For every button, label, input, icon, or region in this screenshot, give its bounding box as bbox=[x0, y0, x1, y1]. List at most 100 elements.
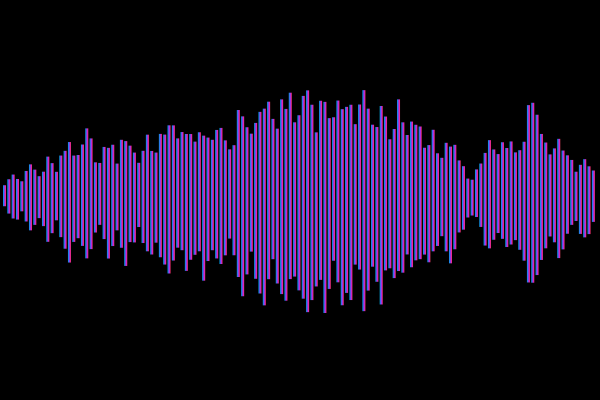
waveform-bar bbox=[119, 139, 123, 248]
waveform-bar bbox=[561, 150, 565, 250]
waveform-bar bbox=[28, 164, 32, 231]
waveform-bar bbox=[20, 181, 24, 212]
waveform-bar bbox=[552, 148, 556, 243]
waveform-bar bbox=[128, 145, 132, 243]
waveform-bar bbox=[332, 117, 336, 261]
waveform-bar bbox=[570, 159, 574, 225]
waveform-bar bbox=[106, 147, 110, 259]
waveform-bar bbox=[388, 139, 392, 269]
waveform-bar bbox=[41, 171, 45, 227]
waveform-bar bbox=[505, 148, 509, 248]
waveform-bar bbox=[470, 179, 474, 216]
waveform-bar bbox=[340, 109, 344, 306]
waveform-bar bbox=[362, 90, 366, 312]
waveform-bar bbox=[461, 166, 465, 230]
waveform-bar bbox=[301, 95, 305, 299]
waveform-bar bbox=[418, 126, 422, 260]
waveform-bar bbox=[496, 154, 500, 233]
waveform-bar bbox=[531, 102, 535, 283]
waveform-bar bbox=[358, 104, 362, 270]
waveform-bar bbox=[557, 138, 561, 259]
waveform-bar bbox=[479, 163, 483, 227]
waveform-bar bbox=[548, 154, 552, 237]
waveform-bar bbox=[306, 90, 310, 313]
waveform-bar bbox=[145, 134, 149, 252]
waveform-bar bbox=[526, 105, 530, 283]
waveform-bar bbox=[193, 141, 197, 255]
waveform-bar bbox=[245, 127, 249, 275]
waveform-bar bbox=[371, 124, 375, 267]
waveform-bar bbox=[440, 157, 444, 237]
waveform-bar bbox=[72, 155, 76, 242]
waveform-bar bbox=[102, 146, 106, 240]
waveform-bar bbox=[574, 171, 578, 221]
waveform-bar bbox=[474, 169, 478, 218]
waveform-bar bbox=[513, 152, 517, 241]
waveform-bar bbox=[405, 134, 409, 255]
waveform-bar bbox=[59, 155, 63, 238]
waveform-bar bbox=[189, 134, 193, 260]
waveform-bar bbox=[271, 118, 275, 260]
waveform-bar bbox=[310, 104, 314, 301]
waveform-bar bbox=[431, 129, 435, 252]
waveform-bar bbox=[93, 162, 97, 233]
waveform-bar bbox=[232, 145, 236, 256]
waveform-bar bbox=[288, 92, 292, 280]
waveform-bar bbox=[3, 185, 6, 207]
waveform-bar bbox=[583, 159, 587, 238]
waveform-bar bbox=[262, 108, 266, 306]
waveform-bar bbox=[522, 141, 526, 261]
waveform-bar bbox=[7, 179, 11, 214]
waveform-bar bbox=[349, 104, 353, 301]
waveform-bar bbox=[483, 152, 487, 246]
waveform-bar bbox=[241, 116, 245, 297]
waveform-bar bbox=[280, 99, 284, 295]
waveform-bar bbox=[379, 106, 383, 305]
waveform-bar bbox=[141, 150, 145, 244]
waveform-bar bbox=[11, 174, 15, 219]
waveform-bar bbox=[80, 144, 84, 246]
waveform-bar bbox=[319, 100, 323, 280]
waveform-bar bbox=[33, 169, 37, 225]
waveform-bar bbox=[366, 108, 370, 291]
waveform-bar bbox=[457, 160, 461, 233]
waveform-bar bbox=[492, 149, 496, 240]
waveform-bar bbox=[154, 152, 158, 243]
waveform-bar bbox=[327, 118, 331, 289]
waveform-bar-group bbox=[3, 90, 595, 314]
waveform-bar bbox=[176, 138, 180, 248]
waveform-bar bbox=[223, 140, 227, 256]
waveform-bar bbox=[444, 142, 448, 252]
waveform-bar bbox=[578, 164, 582, 234]
waveform-bar bbox=[124, 141, 128, 266]
waveform-bar bbox=[500, 142, 504, 239]
waveform-bar bbox=[275, 128, 279, 284]
waveform-bar bbox=[293, 122, 297, 277]
waveform-bar bbox=[202, 135, 206, 281]
waveform-bar bbox=[111, 144, 115, 247]
waveform-bar bbox=[565, 155, 569, 234]
waveform-bar bbox=[215, 129, 219, 259]
waveform-bar bbox=[24, 170, 28, 222]
waveform-bar bbox=[85, 128, 89, 259]
waveform-bar bbox=[587, 166, 591, 235]
waveform-bar bbox=[414, 124, 418, 261]
waveform-bar bbox=[63, 150, 67, 249]
waveform-bar bbox=[98, 162, 102, 225]
waveform-bar bbox=[436, 153, 439, 246]
waveform-bar bbox=[54, 171, 58, 221]
waveform-bar bbox=[487, 140, 491, 249]
waveform-bar bbox=[236, 110, 240, 278]
waveform-bar bbox=[539, 133, 543, 260]
waveform-bar bbox=[46, 156, 50, 242]
waveform-bar bbox=[228, 149, 232, 239]
waveform-bar bbox=[50, 163, 54, 234]
waveform-bar bbox=[219, 127, 223, 265]
waveform-bar bbox=[163, 134, 167, 265]
waveform-bar bbox=[206, 137, 210, 262]
waveform-bar bbox=[401, 122, 405, 273]
waveform-bar bbox=[453, 144, 457, 250]
waveform-bar bbox=[180, 132, 184, 251]
waveform-bar bbox=[427, 145, 431, 263]
